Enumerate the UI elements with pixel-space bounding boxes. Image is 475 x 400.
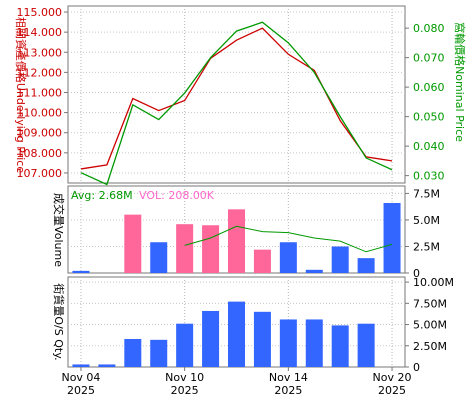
- os-tick-label: 5.00M: [413, 319, 447, 332]
- volume-bar: [228, 209, 245, 273]
- left-tick-label: 114.000: [17, 26, 63, 39]
- left-tick-label: 110.000: [17, 107, 63, 120]
- volume-tick-label: 7.5M: [413, 187, 440, 200]
- os-tick-label: 7.50M: [413, 297, 447, 310]
- left-tick-label: 108.000: [17, 147, 63, 160]
- right-tick-label: 0.080: [413, 22, 445, 35]
- right-tick-label: 0.030: [413, 170, 445, 183]
- os-tick-label: 2.50M: [413, 340, 447, 353]
- os-qty-bar: [124, 338, 142, 367]
- os-tick-label: 0: [413, 361, 420, 374]
- panel-frame-1: [67, 5, 406, 184]
- left-tick-label: 107.000: [17, 167, 63, 180]
- os-qty-bar: [72, 364, 90, 367]
- left-tick-label: 111.000: [17, 86, 63, 99]
- volume-bar: [305, 269, 323, 273]
- axis-labels: 115.000 114.000 113.000 112.000 111.000 110.0…: [14, 6, 467, 397]
- volume-tick-label: 5.0M: [413, 214, 440, 227]
- volume-bar: [331, 246, 349, 273]
- os-tick-label: 10.00M: [413, 276, 454, 289]
- left-tick-label: 115.000: [17, 6, 63, 19]
- volume-bar: [202, 225, 220, 273]
- volume-bar: [357, 258, 375, 273]
- volume-bar: [253, 249, 271, 273]
- volume-bar: [176, 224, 194, 273]
- x-tick-label-date: Nov 14: [269, 371, 308, 384]
- x-tick-label-year: 2025: [274, 384, 302, 397]
- right-tick-label: 0.040: [413, 140, 445, 153]
- volume-average-line: [184, 225, 393, 253]
- nominal-price-line: [80, 21, 393, 186]
- right-axis-title: 窩輪價格Nominal Price: [453, 22, 467, 142]
- volume-tick-label: 0: [413, 267, 420, 280]
- data-marks: [72, 21, 401, 367]
- os-qty-bar: [150, 339, 168, 367]
- os-qty-bar: [357, 323, 375, 367]
- left-tick-label: 113.000: [17, 46, 63, 59]
- volume-bar: [383, 202, 401, 273]
- x-tick-label-year: 2025: [67, 384, 95, 397]
- volume-bar: [124, 214, 142, 273]
- os-qty-bar: [305, 319, 323, 367]
- x-tick-label-date: Nov 04: [61, 371, 100, 384]
- os-qty-bar: [176, 323, 194, 367]
- volume-bar: [72, 270, 90, 273]
- os-qty-bar: [202, 310, 220, 367]
- os-qty-bar: [331, 325, 349, 367]
- os-qty-bar: [228, 301, 245, 367]
- left-axis-title: 相關資產價格Underlying Price: [14, 17, 28, 173]
- underlying-price-line: [80, 27, 393, 170]
- x-tick-label-year: 2025: [378, 384, 406, 397]
- vol-label: VOL: 208.00K: [139, 189, 215, 202]
- x-tick-label-date: Nov 10: [165, 371, 204, 384]
- volume-axis-title: 成交量Volume: [52, 193, 66, 267]
- x-tick-label-year: 2025: [171, 384, 199, 397]
- left-tick-label: 109.000: [17, 127, 63, 140]
- right-tick-label: 0.050: [413, 111, 445, 124]
- left-tick-label: 112.000: [17, 66, 63, 79]
- os-qty-bar: [98, 364, 116, 367]
- right-tick-label: 0.070: [413, 52, 445, 65]
- right-tick-label: 0.060: [413, 81, 445, 94]
- volume-bar: [150, 242, 168, 273]
- volume-tick-label: 2.5M: [413, 240, 440, 253]
- os-axis-title: 街貨量O/S Qty.: [52, 283, 66, 360]
- x-tick-label-date: Nov 20: [373, 371, 412, 384]
- avg-label: Avg: 2.68M: [71, 189, 133, 202]
- os-qty-bar: [279, 319, 297, 367]
- volume-bar: [279, 242, 297, 273]
- os-qty-bar: [253, 311, 271, 367]
